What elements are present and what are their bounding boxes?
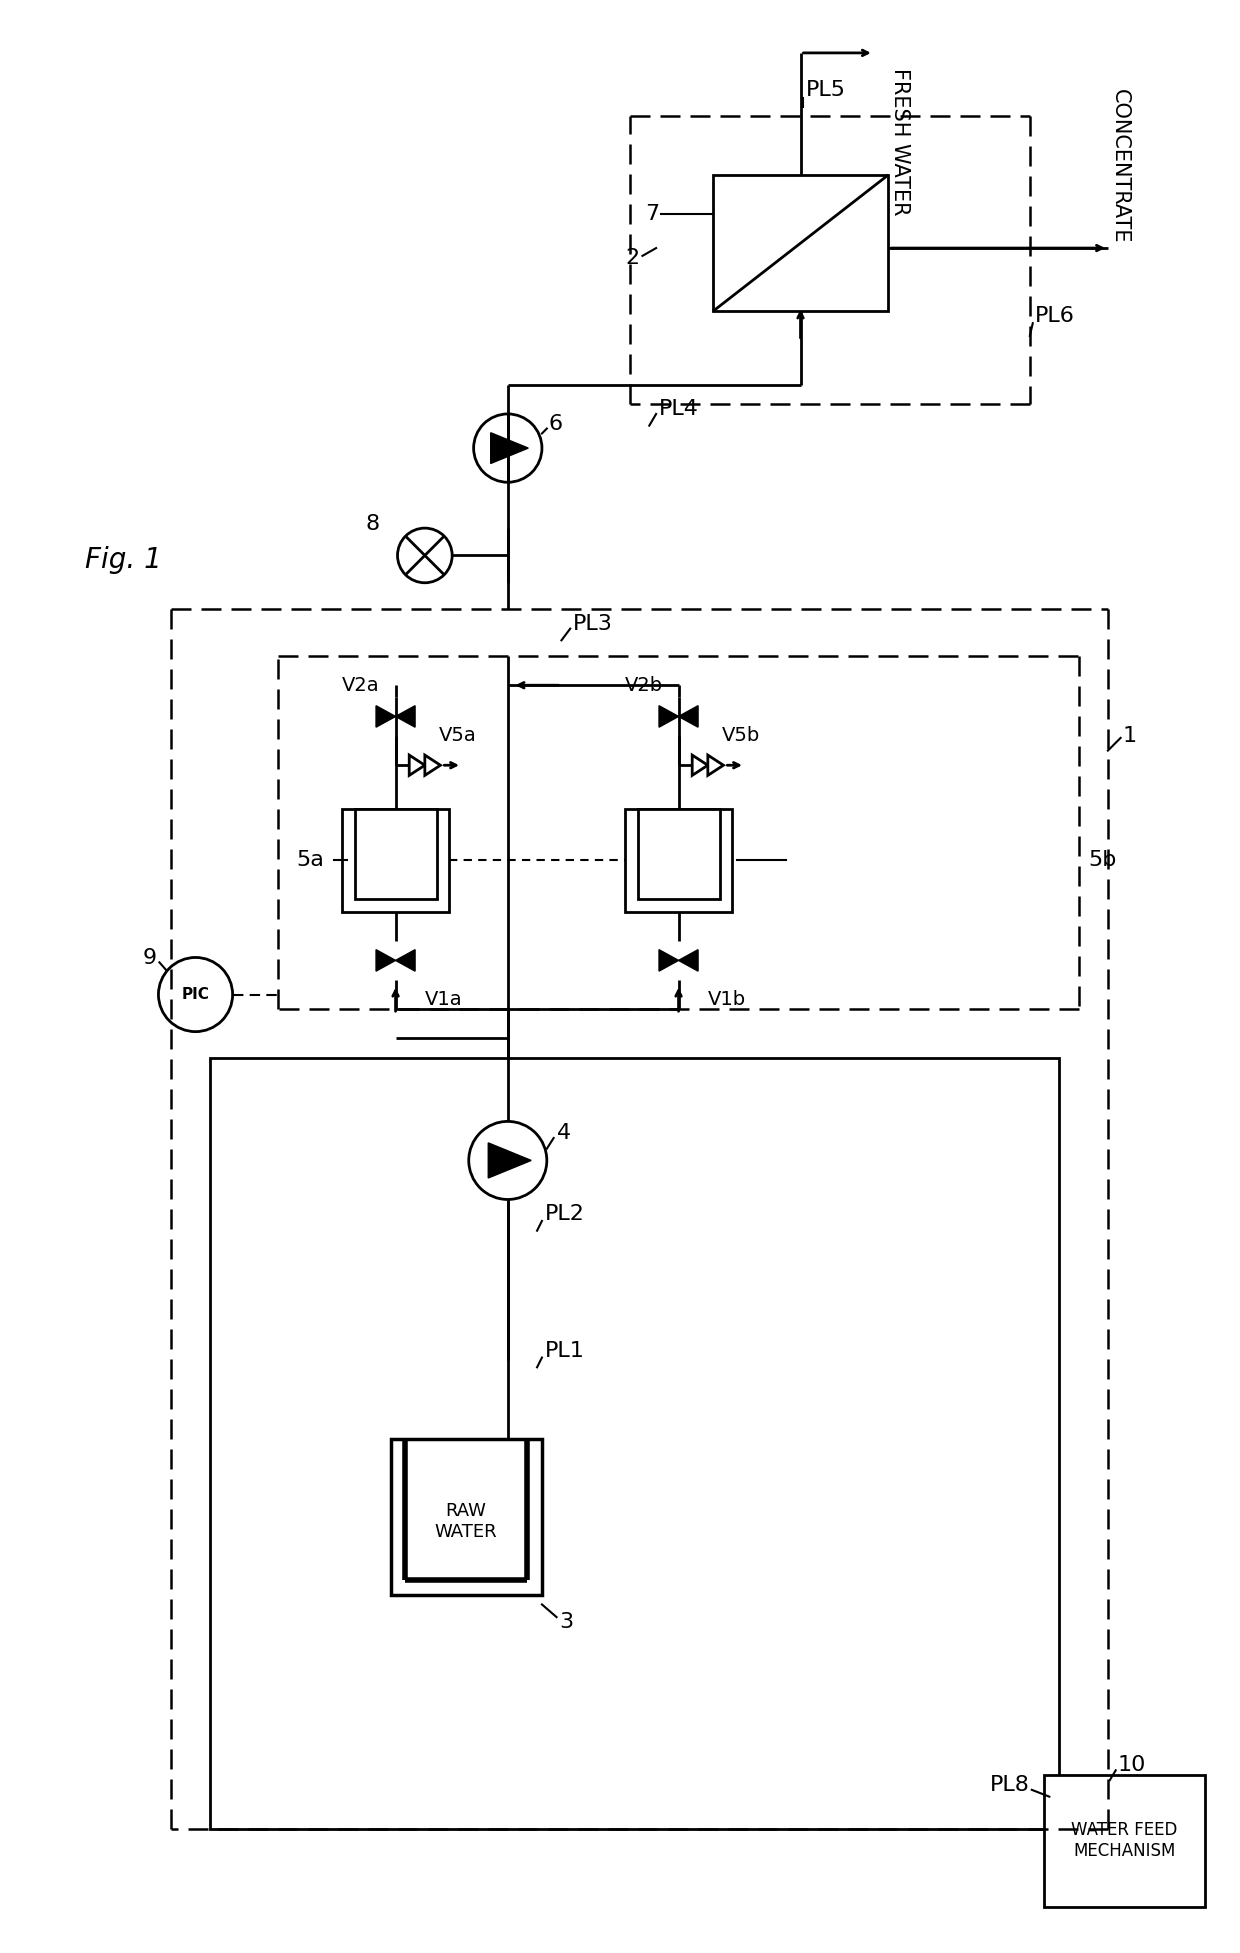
Text: V1a: V1a — [425, 990, 463, 1010]
Polygon shape — [376, 705, 396, 727]
Text: V2b: V2b — [625, 676, 663, 695]
Text: V1b: V1b — [708, 990, 746, 1010]
Text: 6: 6 — [549, 414, 563, 434]
Text: RAW
WATER: RAW WATER — [434, 1502, 497, 1541]
Polygon shape — [396, 949, 415, 971]
Text: 1: 1 — [1122, 727, 1137, 746]
Polygon shape — [376, 949, 396, 971]
Text: PL5: PL5 — [806, 80, 846, 100]
Text: Fig. 1: Fig. 1 — [86, 547, 162, 574]
Text: 9: 9 — [143, 949, 156, 969]
Text: V2a: V2a — [342, 676, 379, 695]
Text: PL2: PL2 — [544, 1205, 585, 1225]
Text: CONCENTRATE: CONCENTRATE — [1110, 88, 1130, 244]
Text: 3: 3 — [559, 1611, 574, 1633]
Text: 2: 2 — [625, 248, 640, 268]
Polygon shape — [409, 756, 425, 775]
Polygon shape — [708, 756, 723, 775]
Polygon shape — [425, 756, 440, 775]
Text: PL3: PL3 — [573, 613, 613, 633]
Polygon shape — [489, 1143, 531, 1178]
Text: WATER FEED
MECHANISM: WATER FEED MECHANISM — [1071, 1822, 1178, 1859]
Bar — [637, 809, 719, 898]
Text: 5b: 5b — [1089, 850, 1117, 869]
Polygon shape — [658, 949, 678, 971]
Polygon shape — [692, 756, 708, 775]
Text: FRESH WATER: FRESH WATER — [890, 68, 910, 215]
Text: V5b: V5b — [722, 727, 760, 746]
Polygon shape — [396, 705, 415, 727]
Circle shape — [469, 1121, 547, 1199]
Text: PL1: PL1 — [544, 1340, 585, 1361]
Text: 4: 4 — [557, 1123, 570, 1143]
Bar — [713, 176, 888, 311]
Bar — [1044, 1775, 1205, 1906]
Bar — [210, 1059, 1059, 1828]
Circle shape — [474, 414, 542, 482]
Bar — [391, 1439, 542, 1596]
Bar — [355, 809, 436, 898]
Text: PL8: PL8 — [990, 1775, 1030, 1795]
Bar — [342, 809, 449, 912]
Polygon shape — [491, 434, 528, 463]
Text: PL6: PL6 — [1034, 307, 1075, 326]
Text: 7: 7 — [645, 203, 658, 225]
Text: PIC: PIC — [181, 986, 210, 1002]
Bar — [625, 809, 732, 912]
Polygon shape — [678, 949, 698, 971]
Circle shape — [398, 527, 453, 582]
Text: PL4: PL4 — [658, 398, 699, 420]
Polygon shape — [678, 705, 698, 727]
Text: 8: 8 — [366, 514, 379, 535]
Circle shape — [159, 957, 233, 1031]
Text: V5a: V5a — [439, 727, 476, 746]
Polygon shape — [658, 705, 678, 727]
Text: 5a: 5a — [296, 850, 325, 869]
Text: 10: 10 — [1117, 1756, 1146, 1775]
